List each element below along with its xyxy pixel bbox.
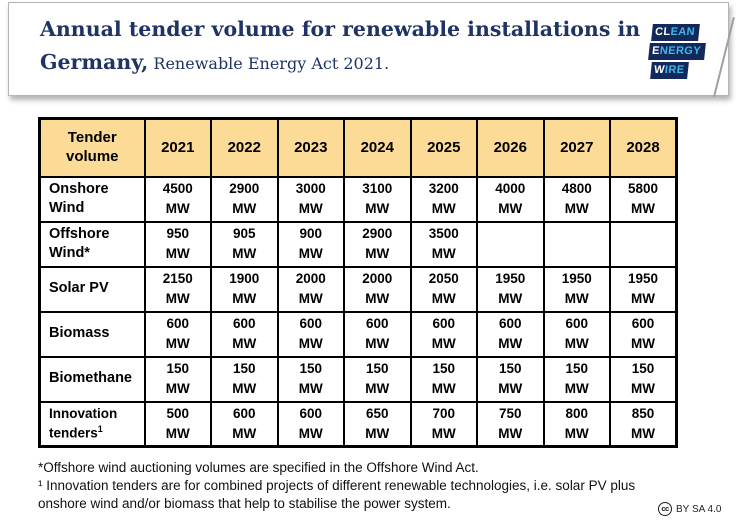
year-header: 2022 (210, 117, 279, 178)
tender-volume-table: Tender volume 2021 2022 2023 2024 2025 2026 20… (38, 117, 678, 449)
value-cell: 2900 MW (343, 220, 412, 268)
table-row: Solar PV 2150 MW 1900 MW 2000 MW 2000 MW 2050 MW 19… (38, 265, 678, 313)
logo-row-energy: ENERGY (648, 43, 706, 60)
value-cell: 150 MW (343, 355, 412, 403)
title-line-1: Annual tender volume for renewable insta… (40, 17, 641, 41)
logo-row-wire: WIRE (650, 62, 690, 79)
row-label: Onshore Wind (38, 175, 146, 223)
row-label: Solar PV (38, 265, 146, 313)
value-cell: 150 MW (476, 355, 545, 403)
logo-row-clean: CLEAN (651, 24, 700, 41)
header-band: Annual tender volume for renewable insta… (8, 2, 735, 98)
value-cell: 700 MW (409, 400, 478, 448)
table-row: Innovation tenders1 500 MW 600 MW 600 MW 650 MW 7… (38, 400, 678, 448)
value-cell: 150 MW (542, 355, 611, 403)
logo-slash-line (713, 16, 735, 98)
table-row: Biomass 600 MW 600 MW 600 MW 600 MW 600 MW 600 MW 600… (38, 310, 678, 358)
value-cell: 2050 MW (409, 265, 478, 313)
tender-table-wrap: Tender volume 2021 2022 2023 2024 2025 2026 20… (38, 117, 678, 449)
value-cell: 3000 MW (276, 175, 345, 223)
value-cell: 2150 MW (143, 265, 212, 313)
year-header: 2023 (276, 117, 345, 178)
cc-icon: cc (658, 502, 672, 516)
value-cell: 2900 MW (210, 175, 279, 223)
value-cell: 4500 MW (143, 175, 212, 223)
logo-clean-blue: EAN (669, 26, 696, 38)
footnote-innovation: ¹ Innovation tenders are for combined pr… (38, 478, 636, 511)
logo-wire-blue: IRE (664, 64, 686, 76)
footnote-marker: 1 (97, 424, 103, 435)
value-cell: 905 MW (210, 220, 279, 268)
license-badge: cc BY SA 4.0 (658, 502, 721, 516)
value-cell: 150 MW (210, 355, 279, 403)
value-cell: 2000 MW (276, 265, 345, 313)
value-cell: 150 MW (276, 355, 345, 403)
value-cell: 4800 MW (542, 175, 611, 223)
year-header: 2028 (609, 117, 678, 178)
value-cell: 600 MW (276, 310, 345, 358)
table-body: Onshore Wind 4500 MW 2900 MW 3000 MW 3100 MW 3200… (38, 175, 678, 448)
value-cell: 750 MW (476, 400, 545, 448)
license-text: BY SA 4.0 (676, 503, 722, 515)
empty-cell (609, 220, 678, 268)
value-cell: 600 MW (409, 310, 478, 358)
value-cell: 4000 MW (476, 175, 545, 223)
footnote-offshore: *Offshore wind auctioning volumes are sp… (38, 460, 479, 475)
row-label: Biomethane (38, 355, 146, 403)
table-row: Biomethane 150 MW 150 MW 150 MW 150 MW 150 MW 150 MW… (38, 355, 678, 403)
value-cell: 900 MW (276, 220, 345, 268)
row-label: Biomass (38, 310, 146, 358)
value-cell: 1950 MW (542, 265, 611, 313)
empty-cell (476, 220, 545, 268)
footnotes: *Offshore wind auctioning volumes are sp… (38, 459, 656, 513)
table-row: Offshore Wind* 950 MW 905 MW 900 MW 2900 MW 3500 M… (38, 220, 678, 268)
table-row: Onshore Wind 4500 MW 2900 MW 3000 MW 3100 MW 3200… (38, 175, 678, 223)
title-line-2: Germany, Renewable Energy Act 2021. (40, 46, 620, 80)
value-cell: 600 MW (476, 310, 545, 358)
year-header: 2021 (143, 117, 212, 178)
value-cell: 800 MW (542, 400, 611, 448)
title-subtitle: Renewable Energy Act 2021. (148, 54, 390, 73)
value-cell: 600 MW (276, 400, 345, 448)
year-header: 2026 (476, 117, 545, 178)
value-cell: 500 MW (143, 400, 212, 448)
value-cell: 600 MW (609, 310, 678, 358)
year-header: 2024 (343, 117, 412, 178)
value-cell: 150 MW (143, 355, 212, 403)
value-cell: 600 MW (343, 310, 412, 358)
title-germany: Germany, (40, 50, 149, 74)
value-cell: 600 MW (143, 310, 212, 358)
page-title: Annual tender volume for renewable insta… (40, 13, 641, 80)
value-cell: 1950 MW (476, 265, 545, 313)
value-cell: 150 MW (609, 355, 678, 403)
empty-cell (542, 220, 611, 268)
value-cell: 2000 MW (343, 265, 412, 313)
value-cell: 600 MW (210, 310, 279, 358)
value-cell: 3500 MW (409, 220, 478, 268)
row-label: Offshore Wind* (38, 220, 146, 268)
value-cell: 950 MW (143, 220, 212, 268)
year-header: 2025 (409, 117, 478, 178)
year-header: 2027 (542, 117, 611, 178)
clean-energy-wire-logo: CLEAN ENERGY WIRE (648, 24, 706, 79)
row-label: Innovation tenders1 (38, 400, 146, 448)
value-cell: 1900 MW (210, 265, 279, 313)
value-cell: 600 MW (210, 400, 279, 448)
value-cell: 3100 MW (343, 175, 412, 223)
value-cell: 1950 MW (609, 265, 678, 313)
value-cell: 5800 MW (609, 175, 678, 223)
value-cell: 600 MW (542, 310, 611, 358)
value-cell: 3200 MW (409, 175, 478, 223)
corner-header: Tender volume (38, 117, 146, 178)
logo-energy-blue: NERGY (659, 45, 702, 57)
value-cell: 650 MW (343, 400, 412, 448)
value-cell: 850 MW (609, 400, 678, 448)
value-cell: 150 MW (409, 355, 478, 403)
table-header-row: Tender volume 2021 2022 2023 2024 2025 2026 20… (38, 117, 678, 178)
